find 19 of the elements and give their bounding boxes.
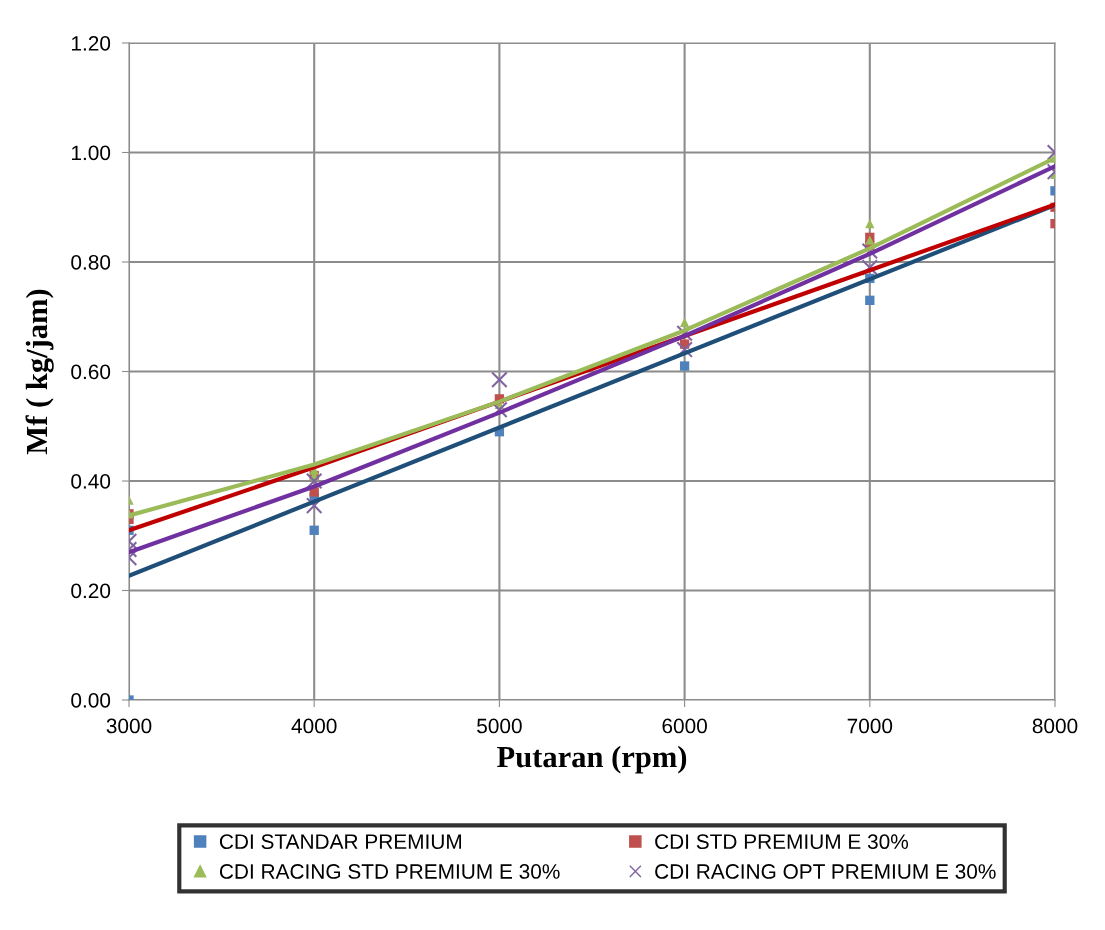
x-tick-label: 5000: [477, 718, 522, 734]
x-axis-title: Putaran (rpm): [497, 745, 687, 774]
legend-label: CDI STD PREMIUM E 30%: [655, 834, 909, 850]
y-tick-label: 1.20: [71, 36, 111, 51]
y-tick-label: 0.40: [71, 474, 111, 489]
y-axis-title: Mf ( kg/jam): [25, 289, 54, 455]
y-tick-label: 0.00: [71, 693, 111, 708]
x-tick-label: 4000: [291, 718, 337, 734]
y-tick-label: 0.80: [71, 255, 111, 270]
y-tick-label: 1.00: [71, 145, 111, 161]
y-tick-label: 0.60: [71, 364, 111, 380]
x-tick-label: 7000: [847, 718, 893, 734]
legend-label: CDI RACING OPT PREMIUM E 30%: [655, 864, 996, 879]
y-tick-label: 0.20: [71, 583, 111, 599]
x-tick-label: 8000: [1032, 718, 1078, 734]
legend-label: CDI STANDAR PREMIUM: [219, 834, 462, 850]
x-tick-label: 6000: [662, 718, 707, 734]
legend-label: CDI RACING STD PREMIUM E 30%: [219, 864, 560, 879]
x-tick-label: 3000: [106, 718, 152, 734]
